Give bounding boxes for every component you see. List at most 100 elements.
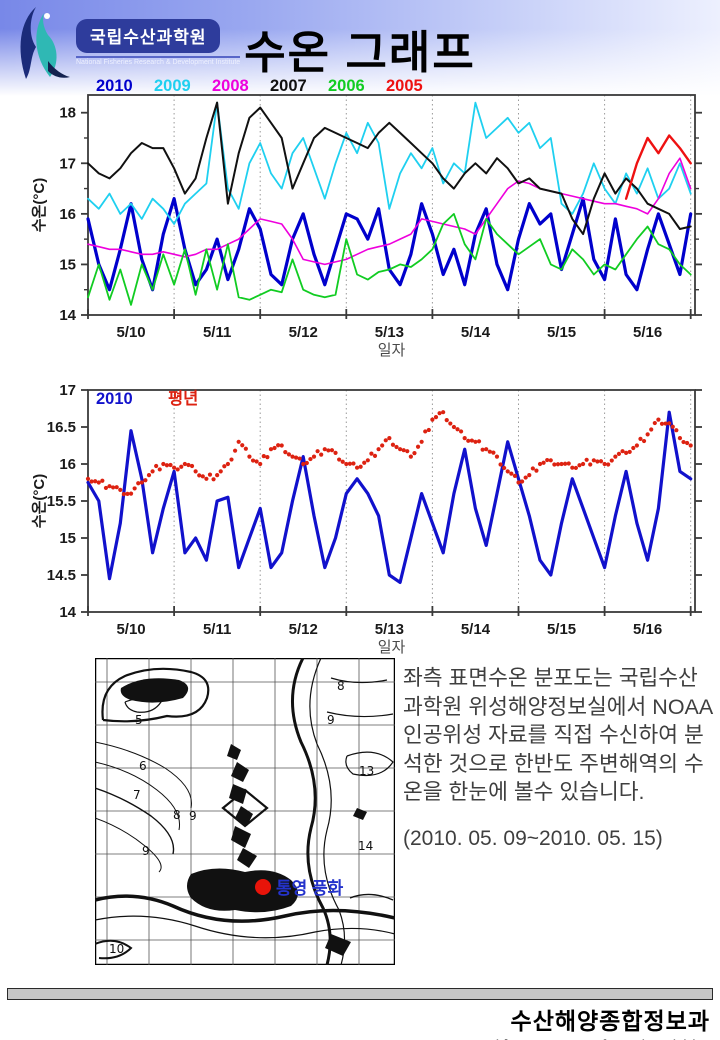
page-title: 수온 그래프 xyxy=(244,27,476,78)
x-tick-label: 5/13 xyxy=(375,621,404,638)
legend-2005: 2005 xyxy=(386,78,423,95)
series-dot-평년 xyxy=(387,436,392,441)
y-tick-label: 15 xyxy=(59,530,76,547)
series-dot-평년 xyxy=(236,439,241,444)
series-line-2009 xyxy=(87,101,692,225)
footer: 수산해양종합정보과 Fishery & Ocean Information Di… xyxy=(487,1002,710,1040)
series-dot-평년 xyxy=(225,461,231,467)
x-tick-label: 5/14 xyxy=(461,324,491,341)
y-tick-label: 14 xyxy=(59,604,76,621)
y-tick-label: 15.5 xyxy=(47,493,76,510)
series-dot-평년 xyxy=(537,461,543,467)
current-vs-normal-temperature-chart: 14 14.5 15 15.5 16 16.5 17 5/10 5/11 5/12 5/13 5/14… xyxy=(31,382,702,656)
series-line-2007 xyxy=(87,101,692,236)
contour-label: 9 xyxy=(327,713,335,727)
series-dot-평년 xyxy=(96,480,101,485)
series-dot-평년 xyxy=(354,465,360,470)
x-tick-label: 5/12 xyxy=(289,621,318,638)
x-tick-label: 5/11 xyxy=(203,324,231,341)
y-axis-label: 수온(°C) xyxy=(31,178,48,232)
nfrdi-logo: 국립수산과학원 National Fisheries Research & De… xyxy=(10,5,241,85)
x-axis-label: 일자 xyxy=(378,342,406,359)
period-text: (2010. 05. 09~2010. 05. 15) xyxy=(403,826,663,850)
isotherm-contours xyxy=(94,657,396,966)
contour-label: 8 xyxy=(337,679,345,693)
series-dot-평년 xyxy=(107,484,112,489)
multi-year-temperature-chart: 14 15 16 17 18 5/10 5/11 5/12 5/13 5/14 5/15 5/16 일자… xyxy=(31,78,702,359)
y-tick-label: 14.5 xyxy=(47,567,76,584)
contour-label: 9 xyxy=(189,809,197,823)
series-dot-평년 xyxy=(441,410,446,415)
series-line-2008 xyxy=(87,157,692,266)
series-dot-평년 xyxy=(559,461,564,467)
x-tick-label: 5/15 xyxy=(547,621,576,638)
plot-frame xyxy=(87,94,696,316)
legend-2007: 2007 xyxy=(270,78,307,95)
contour-label: 5 xyxy=(135,713,143,727)
series-dot-평년 xyxy=(365,458,370,463)
header: 국립수산과학원 National Fisheries Research & De… xyxy=(0,0,720,96)
series-dot-평년 xyxy=(494,454,500,459)
series-dot-평년 xyxy=(258,461,263,467)
series-line-2006 xyxy=(87,213,692,306)
fish-logo-icon xyxy=(20,7,70,79)
series-dot-평년 xyxy=(473,439,478,444)
series-dot-평년 xyxy=(419,439,424,444)
contour-label: 14 xyxy=(358,839,373,853)
series-dot-평년 xyxy=(215,473,220,478)
x-tick-label: 5/10 xyxy=(116,621,145,638)
series-dot-평년 xyxy=(430,417,435,422)
x-tick-label: 5/16 xyxy=(633,324,662,341)
series-dot-평년 xyxy=(128,491,134,496)
x-axis-label: 일자 xyxy=(378,639,406,656)
series-dot-평년 xyxy=(161,461,166,467)
series-dot-평년 xyxy=(624,450,629,455)
series-dot-평년 xyxy=(182,461,187,467)
series-dot-평년 xyxy=(85,476,91,481)
description-text: 좌측 표면수온 분포도는 국립수산과학원 위성해양정보실에서 NOAA 인공위성… xyxy=(403,666,713,805)
contour-label: 7 xyxy=(133,788,141,802)
contour-label: 8 xyxy=(173,808,181,822)
series-dot-평년 xyxy=(171,465,177,470)
legend-2006: 2006 xyxy=(328,78,365,95)
series-line-2010 xyxy=(86,410,693,584)
series-dot-평년 xyxy=(613,454,618,459)
station-label: 통영 풍화 xyxy=(276,879,344,898)
x-tick-label: 5/10 xyxy=(116,324,145,341)
series-dot-평년 xyxy=(451,424,457,430)
series-dot-평년 xyxy=(634,443,639,448)
series-dot-평년 xyxy=(688,443,693,448)
footer-dept-korean: 수산해양종합정보과 xyxy=(510,1008,710,1034)
x-tick-label: 5/16 xyxy=(633,621,662,638)
description-block: 좌측 표면수온 분포도는 국립수산과학원 위성해양정보실에서 NOAA 인공위성… xyxy=(403,664,715,853)
series-dot-평년 xyxy=(268,447,274,452)
y-tick-label: 15 xyxy=(59,256,76,273)
series-dot-평년 xyxy=(322,447,327,452)
series-dot-평년 xyxy=(570,465,575,470)
x-tick-label: 5/15 xyxy=(547,324,576,341)
y-axis-label: 수온(°C) xyxy=(31,474,48,528)
y-tick-label: 17 xyxy=(59,155,76,172)
series-dot-평년 xyxy=(602,461,607,467)
series-dot-평년 xyxy=(462,436,467,441)
x-tick-label: 5/12 xyxy=(289,324,318,341)
x-tick-label: 5/11 xyxy=(203,621,231,638)
y-tick-label: 16 xyxy=(59,456,76,473)
y-tick-label: 18 xyxy=(59,105,76,122)
series-dot-평년 xyxy=(527,473,532,478)
series-dot-평년 xyxy=(580,461,586,467)
series-dot-평년 xyxy=(344,461,349,467)
series-dot-평년 xyxy=(398,447,403,452)
contour-label: 13 xyxy=(359,764,374,778)
footer-divider-bar xyxy=(7,988,713,1000)
contour-label: 9 xyxy=(142,844,150,858)
x-tick-label: 5/13 xyxy=(375,324,404,341)
series-dot-평년 xyxy=(193,469,198,474)
series-dot-평년 xyxy=(301,461,306,467)
series-dot-평년 xyxy=(591,458,596,463)
x-tick-label: 5/14 xyxy=(461,621,491,638)
y-tick-label: 17 xyxy=(59,382,76,399)
